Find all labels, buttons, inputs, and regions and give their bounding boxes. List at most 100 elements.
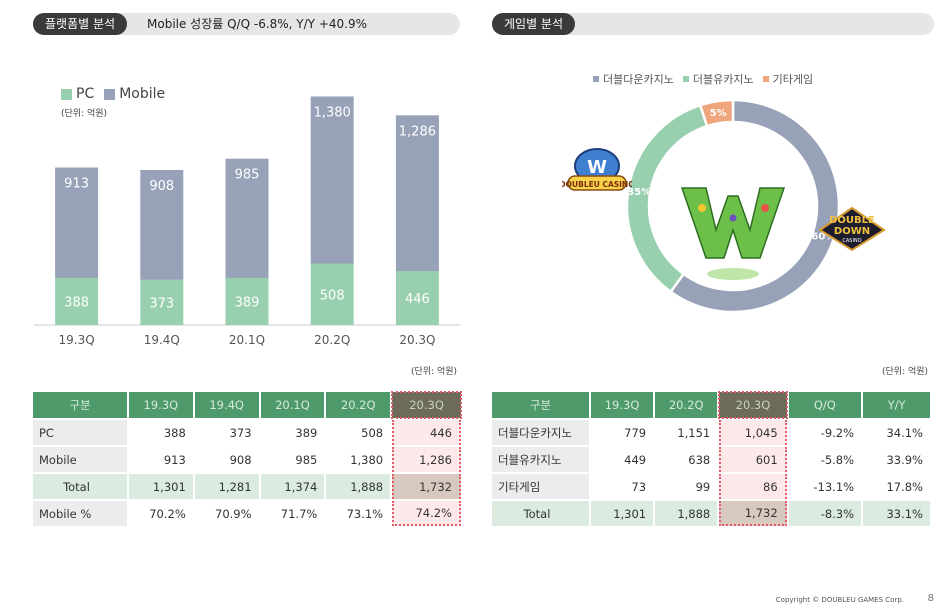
bar-pc-value-label: 508 — [320, 288, 345, 303]
table-cell: 33.1% — [863, 501, 930, 526]
games-table-header: 구분 19.3Q 20.2Q 20.3Q Q/Q Y/Y — [492, 391, 930, 419]
table-cell: 389 — [260, 420, 325, 445]
table-cell: 34.1% — [863, 420, 930, 445]
table-cell: 779 — [591, 420, 654, 445]
game-analysis-pill: 게임별 분석 — [492, 13, 576, 35]
doubledown-logo-text-2: DOWN — [834, 226, 870, 237]
doubledown-logo-text-3: CASINO — [842, 238, 861, 244]
table-row: Mobile 913 908 985 1,380 1,286 — [33, 447, 461, 472]
donut-slice — [698, 98, 735, 128]
header-cell: 20.1Q — [260, 392, 325, 418]
table-cell: 908 — [194, 447, 259, 472]
page-number: 8 — [927, 593, 934, 604]
table-cell: 913 — [129, 447, 193, 472]
x-tick-label: 20.1Q — [229, 333, 265, 347]
table-cell-highlight: 1,286 — [392, 447, 461, 472]
bar-pc-value-label: 389 — [235, 295, 260, 310]
bar-pc-value-label: 388 — [64, 296, 89, 311]
table-cell: 17.8% — [863, 474, 930, 499]
header-cell-highlight: 20.3Q — [718, 391, 788, 419]
table-row: PC 388 373 389 508 446 — [33, 420, 461, 445]
x-tick-label: 20.2Q — [314, 333, 350, 347]
table-cell: -8.3% — [788, 501, 862, 526]
donut-value-label: 35% — [627, 187, 651, 198]
doubleu-logo-text: DOUBLEU CASINO — [562, 180, 632, 189]
game-table-unit: (단위: 억원) — [882, 367, 929, 377]
table-cell: 70.9% — [194, 501, 259, 526]
table-cell: -5.8% — [788, 447, 862, 472]
row-label: PC — [33, 420, 127, 445]
doubledown-logo-text-1: DOUBLE — [829, 215, 875, 226]
bar-mobile-value-label: 908 — [149, 179, 174, 194]
x-tick-label: 19.4Q — [144, 333, 180, 347]
table-cell: 508 — [326, 420, 391, 445]
row-label: 기타게임 — [492, 474, 589, 499]
table-row: Mobile % 70.2% 70.9% 71.7% 73.1% 74.2% — [33, 501, 461, 526]
bar-pc — [140, 279, 184, 325]
table-row: 기타게임 73 99 86 -13.1% 17.8% — [492, 474, 930, 499]
bar-pc — [55, 278, 99, 325]
table-cell-highlight: 1,045 — [719, 420, 787, 445]
table-cell: 33.9% — [863, 447, 930, 472]
table-cell: 449 — [591, 447, 654, 472]
table-cell: 373 — [194, 420, 259, 445]
bar-mobile-value-label: 985 — [235, 168, 260, 183]
table-cell: 73 — [591, 474, 654, 499]
header-cell-highlight: 20.3Q — [391, 391, 462, 419]
table-cell: -13.1% — [788, 474, 862, 499]
bar-mobile — [310, 96, 354, 264]
mobile-growth-subtitle: Mobile 성장률 Q/Q -6.8%, Y/Y +40.9% — [147, 17, 367, 31]
row-label: Mobile % — [33, 501, 127, 526]
table-row: 더블다운카지노 779 1,151 1,045 -9.2% 34.1% — [492, 420, 930, 445]
bar-pc — [225, 277, 269, 325]
platform-bar-chart: 388 913 19.3Q 373 908 19.4Q 389 985 20.1Q 508 1,38… — [34, 96, 460, 347]
left-section-bar: 플랫폼별 분석 Mobile 성장률 Q/Q -6.8%, Y/Y +40.9% — [33, 13, 460, 35]
table-cell: 388 — [129, 420, 193, 445]
bar-mobile-value-label: 1,380 — [314, 105, 351, 120]
platform-table-unit: (단위: 억원) — [411, 367, 458, 377]
donut-value-label: 5% — [710, 108, 727, 119]
table-cell-highlight: 1,732 — [719, 501, 787, 526]
bar-pc — [310, 263, 354, 325]
doubleu-swatch — [682, 76, 689, 82]
header-cell: Q/Q — [788, 392, 862, 418]
svg-text:W: W — [587, 157, 607, 178]
bar-mobile — [55, 167, 99, 279]
header-cell: 구분 — [33, 392, 127, 418]
table-cell: 1,888 — [655, 501, 718, 526]
table-cell: -9.2% — [788, 420, 862, 445]
bar-mobile — [140, 169, 184, 280]
table-cell: 1,151 — [655, 420, 718, 445]
row-label: Mobile — [33, 447, 127, 472]
header-cell: 19.4Q — [194, 392, 259, 418]
legend-other-label: 기타게임 — [772, 73, 814, 86]
table-cell: 1,301 — [129, 474, 193, 499]
doubleu-casino-logo: W DOUBLEU CASINO — [562, 148, 632, 191]
bar-pc-value-label: 446 — [405, 292, 430, 307]
table-cell: 1,374 — [260, 474, 325, 499]
table-cell: 1,888 — [326, 474, 391, 499]
header-cell: 19.3Q — [591, 392, 654, 418]
games-table: 구분 19.3Q 20.2Q 20.3Q Q/Q Y/Y 더블다운카지노 779… — [490, 390, 932, 528]
table-cell: 638 — [655, 447, 718, 472]
table-row-total: Total 1,301 1,888 1,732 -8.3% 33.1% — [492, 501, 930, 526]
table-cell: 1,281 — [194, 474, 259, 499]
donut-slice — [668, 98, 841, 314]
legend-doubleu-label: 더블유카지노 — [692, 73, 754, 86]
table-cell: 1,380 — [326, 447, 391, 472]
row-label: 더블유카지노 — [492, 447, 589, 472]
doubledown-swatch — [593, 76, 599, 82]
table-cell: 985 — [260, 447, 325, 472]
table-cell-highlight: 601 — [719, 447, 787, 472]
row-label: Total — [33, 474, 127, 499]
mobile-swatch — [104, 88, 116, 100]
x-tick-label: 20.3Q — [399, 333, 435, 347]
table-cell-highlight: 74.2% — [392, 501, 461, 526]
legend-doubledown-label: 더블다운카지노 — [603, 73, 674, 86]
header-cell: Y/Y — [863, 392, 930, 418]
table-cell: 1,301 — [591, 501, 654, 526]
bar-pc — [395, 271, 439, 325]
table-cell-highlight: 446 — [392, 420, 461, 445]
table-cell: 71.7% — [260, 501, 325, 526]
bar-mobile-value-label: 1,286 — [399, 124, 436, 139]
